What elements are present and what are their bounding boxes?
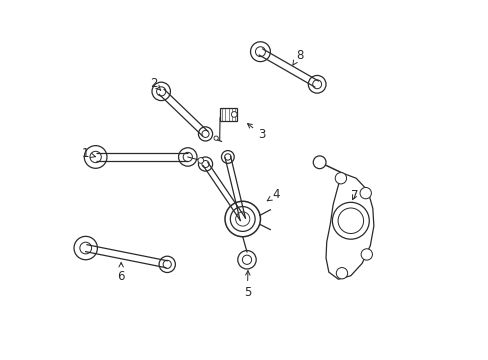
Circle shape xyxy=(359,188,370,199)
Circle shape xyxy=(198,127,212,141)
Circle shape xyxy=(221,150,234,163)
Text: 7: 7 xyxy=(350,189,357,202)
Circle shape xyxy=(335,172,346,184)
Circle shape xyxy=(224,201,260,237)
Circle shape xyxy=(231,112,237,117)
Text: 3: 3 xyxy=(247,123,264,141)
Circle shape xyxy=(152,82,170,100)
Circle shape xyxy=(250,42,270,62)
Text: 6: 6 xyxy=(117,262,124,283)
Circle shape xyxy=(74,237,97,260)
Circle shape xyxy=(159,256,175,273)
Circle shape xyxy=(84,145,107,168)
Text: 4: 4 xyxy=(266,188,280,201)
Circle shape xyxy=(198,158,203,163)
Circle shape xyxy=(360,249,372,260)
Circle shape xyxy=(307,76,325,93)
Circle shape xyxy=(237,251,256,269)
Circle shape xyxy=(313,156,325,168)
Circle shape xyxy=(214,136,218,140)
Text: 5: 5 xyxy=(243,271,250,299)
Circle shape xyxy=(178,148,197,166)
Bar xyxy=(220,108,237,121)
Polygon shape xyxy=(155,85,211,140)
Circle shape xyxy=(336,267,347,279)
Circle shape xyxy=(332,202,368,239)
Text: 8: 8 xyxy=(292,49,303,65)
Circle shape xyxy=(198,157,212,171)
Polygon shape xyxy=(96,148,187,166)
Text: 1: 1 xyxy=(82,147,95,160)
Text: 2: 2 xyxy=(150,77,161,90)
Polygon shape xyxy=(84,239,169,273)
Polygon shape xyxy=(256,44,321,92)
Polygon shape xyxy=(325,173,373,279)
